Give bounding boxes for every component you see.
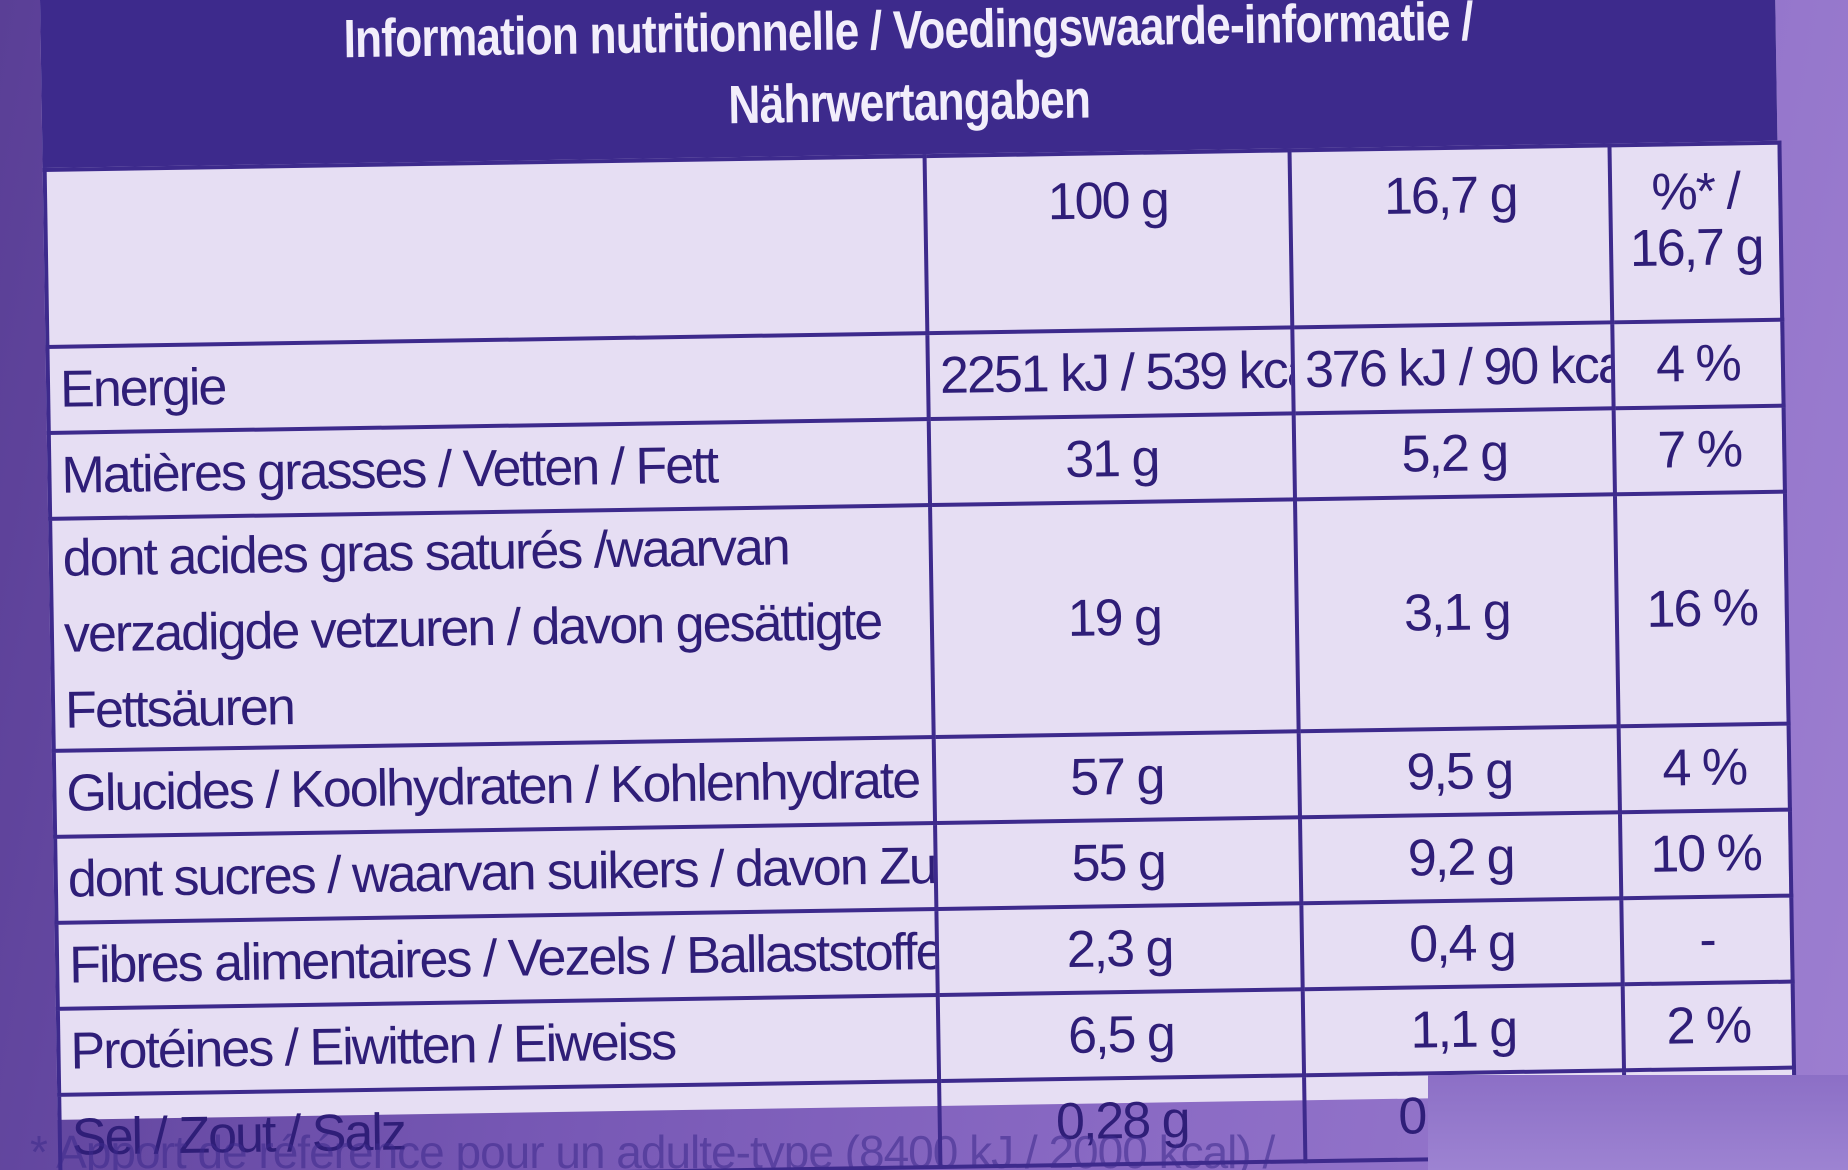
value-per-portion: 1,1 g — [1302, 984, 1625, 1076]
value-per-100: 2251 kJ / 539 kcal — [927, 327, 1294, 420]
value-per-100: 2,3 g — [936, 903, 1303, 996]
value-percent: 4 % — [1618, 723, 1790, 813]
per-portion-header: 16,7 g — [1289, 145, 1613, 328]
value-per-portion: 9,5 g — [1298, 726, 1620, 818]
value-per-portion: 0,4 g — [1301, 898, 1623, 990]
value-per-portion: 376 kJ / 90 kcal — [1292, 322, 1614, 414]
package-flap — [1428, 1075, 1848, 1170]
nutrition-header: Information nutritionnelle / Voedingswaa… — [40, 0, 1778, 168]
value-percent: 10 % — [1619, 809, 1792, 899]
nutrient-label: dont sucres / waarvan suikers / davon Zu… — [55, 823, 937, 923]
nutrition-table: 100 g 16,7 g %* / 16,7 g Energie 2251 kJ… — [43, 141, 1798, 1170]
empty-header-cell — [44, 156, 928, 347]
per-100-header: 100 g — [924, 150, 1293, 334]
value-per-100: 55 g — [935, 817, 1302, 910]
value-percent: 7 % — [1613, 405, 1785, 495]
percent-header-line2: 16,7 g — [1629, 217, 1763, 279]
nutrient-row-saturated-fat: dont acides gras saturés /waarvan verzad… — [50, 491, 1789, 751]
reference-intake-footnote: * Apport de référence pour un adulte-typ… — [30, 1126, 1275, 1170]
value-per-portion: 5,2 g — [1293, 408, 1615, 500]
nutrient-label: dont acides gras saturés /waarvan verzad… — [50, 505, 934, 751]
nutrition-table-panel: Information nutritionnelle / Voedingswaa… — [40, 0, 1796, 1170]
percent-header: %* / 16,7 g — [1609, 142, 1783, 323]
value-per-portion: 3,1 g — [1294, 494, 1619, 732]
value-per-100: 6,5 g — [937, 989, 1305, 1082]
value-per-100: 31 g — [928, 413, 1295, 506]
column-header-row: 100 g 16,7 g %* / 16,7 g — [44, 142, 1783, 347]
nutrient-label: Protéines / Eiwitten / Eiweiss — [57, 995, 940, 1095]
value-percent: 2 % — [1622, 981, 1794, 1071]
nutrient-label: Matières grasses / Vetten / Fett — [48, 419, 931, 519]
value-percent: 4 % — [1612, 319, 1784, 409]
value-per-100: 19 g — [930, 499, 1299, 738]
percent-header-line1: %* / — [1651, 162, 1740, 222]
value-percent: 16 % — [1614, 491, 1789, 727]
value-per-portion: 9,2 g — [1299, 812, 1622, 904]
value-per-100: 57 g — [933, 731, 1300, 824]
nutrient-label: Energie — [47, 333, 929, 433]
value-percent: - — [1621, 895, 1793, 985]
nutrient-label: Glucides / Koolhydraten / Kohlenhydrate — [53, 737, 936, 837]
nutrient-label: Fibres alimentaires / Vezels / Ballastst… — [56, 909, 938, 1009]
